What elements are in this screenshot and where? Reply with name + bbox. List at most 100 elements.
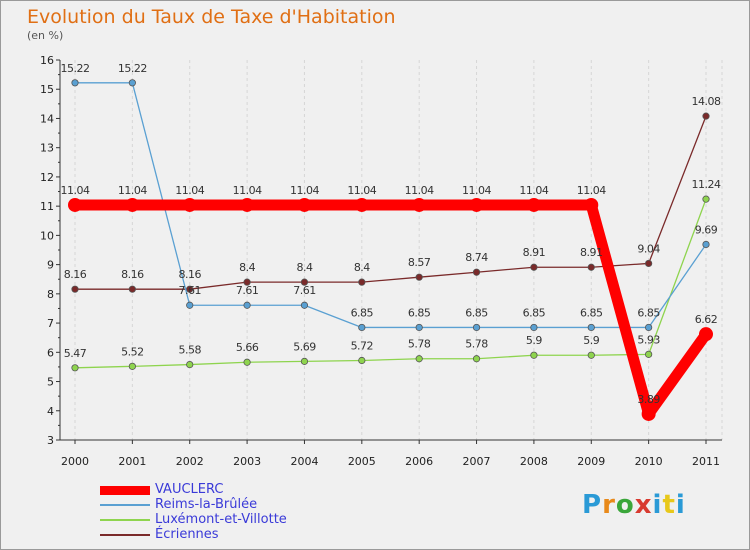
data-point-vauclerc [469, 197, 484, 212]
data-point-ecriennes [415, 273, 423, 281]
data-point-luxemont-et-villotte [530, 351, 538, 359]
data-point-luxemont-et-villotte [645, 350, 653, 358]
data-label: 6.85 [523, 306, 546, 319]
data-label: 7.61 [293, 284, 316, 297]
series-line-luxemont-et-villotte [74, 198, 707, 369]
data-label: 11.04 [233, 184, 262, 197]
data-label: 5.69 [293, 340, 316, 353]
chart-unit: (en %) [27, 29, 64, 42]
data-label: 5.78 [465, 338, 488, 351]
data-point-luxemont-et-villotte [702, 195, 710, 203]
data-point-luxemont-et-villotte [71, 364, 79, 372]
data-label: 6.85 [580, 306, 603, 319]
series-line-vauclerc [69, 199, 712, 420]
x-tick-label: 2008 [520, 455, 548, 468]
data-label: 5.58 [178, 344, 201, 357]
data-label: 11.04 [519, 184, 548, 197]
data-label: 11.04 [290, 184, 319, 197]
data-point-ecriennes [243, 278, 251, 286]
legend-label: Écriennes [155, 527, 219, 542]
x-tick-label: 2005 [348, 455, 376, 468]
data-point-ecriennes [645, 259, 653, 268]
data-label: 6.85 [408, 306, 431, 319]
data-label: 11.04 [175, 184, 204, 197]
data-point-reims-la-brulee [243, 301, 251, 309]
data-point-luxemont-et-villotte [300, 357, 309, 365]
data-label: 11.04 [61, 184, 90, 197]
y-tick-label: 6 [47, 346, 54, 359]
logo-letter: o [615, 490, 635, 520]
y-tick-label: 12 [40, 171, 54, 184]
data-point-vauclerc [584, 197, 599, 212]
data-point-reims-la-brulee [587, 323, 595, 332]
data-point-reims-la-brulee [71, 79, 79, 87]
data-point-luxemont-et-villotte [358, 356, 366, 365]
y-tick-label: 13 [40, 142, 54, 155]
data-label: 6.62 [695, 313, 718, 326]
data-label: 11.24 [692, 178, 721, 191]
y-tick-label: 9 [47, 259, 54, 272]
data-label: 7.61 [236, 284, 259, 297]
data-label: 5.78 [408, 338, 431, 351]
legend-label: Luxémont-et-Villotte [155, 512, 287, 527]
y-tick-label: 15 [40, 83, 54, 96]
series-line-ecriennes [74, 115, 707, 290]
data-point-ecriennes [128, 285, 136, 293]
data-label: 8.4 [296, 261, 312, 274]
series-line-reims-la-brulee [74, 82, 707, 329]
legend-label: Reims-la-Brûlée [155, 497, 258, 512]
legend-swatch [100, 519, 150, 521]
data-label: 11.04 [405, 184, 434, 197]
data-point-ecriennes [300, 278, 309, 286]
data-label: 8.4 [239, 261, 255, 274]
logo-letter: r [602, 490, 616, 520]
data-point-vauclerc [297, 197, 312, 212]
data-point-luxemont-et-villotte [587, 351, 595, 359]
data-point-luxemont-et-villotte [186, 360, 194, 369]
x-tick-label: 2009 [577, 455, 605, 468]
legend-swatch [100, 534, 150, 536]
data-label: 6.85 [465, 306, 488, 319]
legend-label: VAUCLERC [155, 482, 224, 497]
data-label: 5.47 [64, 347, 87, 360]
data-point-luxemont-et-villotte [128, 362, 136, 370]
logo-letter: P [582, 490, 603, 520]
data-label: 6.85 [351, 306, 374, 319]
data-point-vauclerc [641, 406, 656, 421]
chart-title: Evolution du Taux de Taxe d'Habitation [27, 6, 396, 28]
data-point-luxemont-et-villotte [243, 358, 251, 366]
y-tick-label: 8 [47, 288, 54, 301]
data-point-reims-la-brulee [358, 323, 366, 332]
data-point-ecriennes [587, 263, 595, 271]
data-point-reims-la-brulee [186, 301, 194, 309]
data-point-reims-la-brulee [530, 323, 538, 332]
data-label: 8.91 [523, 246, 546, 259]
logo-letter: i [652, 490, 663, 520]
data-label: 8.16 [121, 268, 144, 281]
data-point-vauclerc [354, 197, 369, 212]
data-point-vauclerc [699, 327, 713, 342]
data-label: 8.16 [178, 268, 201, 281]
data-point-vauclerc [68, 197, 82, 212]
y-tick-label: 14 [40, 112, 54, 125]
x-tick-label: 2003 [233, 455, 261, 468]
data-label: 5.9 [583, 334, 599, 347]
data-label: 3.89 [637, 393, 660, 406]
x-tick-label: 2000 [61, 455, 89, 468]
x-tick-label: 2006 [405, 455, 433, 468]
y-tick-label: 16 [40, 54, 54, 67]
data-label: 9.04 [637, 242, 660, 255]
data-point-vauclerc [182, 197, 197, 212]
data-point-ecriennes [702, 112, 710, 120]
y-tick-label: 5 [47, 376, 54, 389]
data-point-ecriennes [530, 263, 538, 271]
data-label: 11.04 [577, 184, 606, 197]
proxiti-logo: Proxiti [582, 490, 686, 520]
data-label: 15.22 [118, 62, 147, 75]
logo-letter: x [634, 490, 653, 520]
data-label: 5.9 [526, 334, 542, 347]
data-point-ecriennes [472, 268, 481, 276]
data-point-vauclerc [240, 197, 255, 212]
legend-swatch [100, 504, 150, 506]
y-tick-label: 4 [47, 405, 54, 418]
